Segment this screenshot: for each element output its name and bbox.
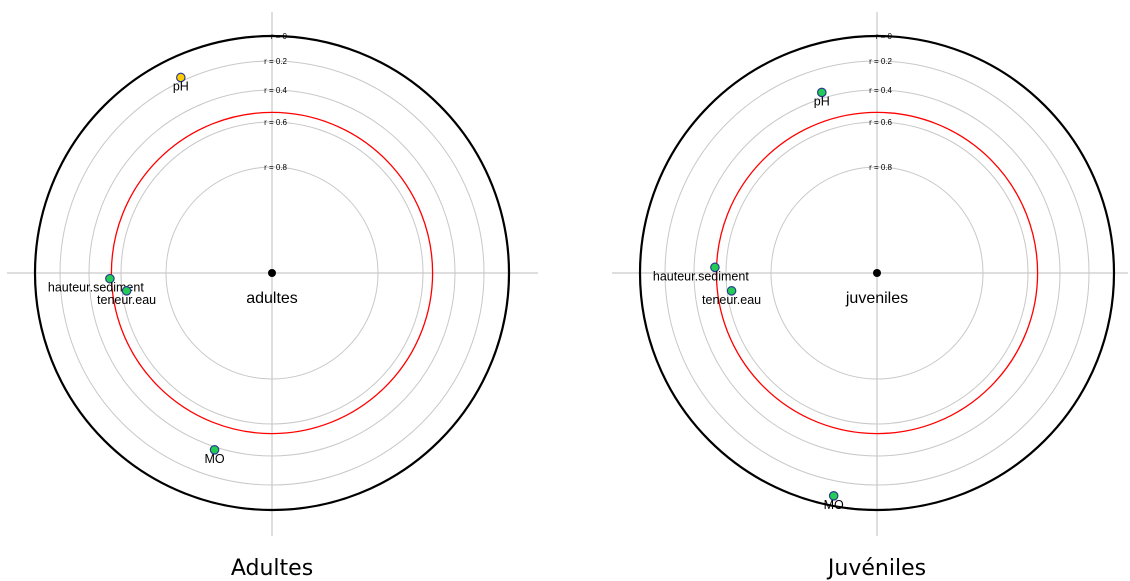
radial-tick-label: r = 0.2	[869, 57, 892, 66]
data-point	[817, 87, 827, 98]
radial-tick-label: r = 0.6	[869, 118, 892, 127]
grid-ring	[664, 60, 1090, 486]
point-label: hauteur.sediment	[653, 269, 749, 283]
grid-ring	[59, 60, 485, 486]
panel-title: Juvéniles	[826, 556, 926, 581]
data-point	[209, 445, 220, 455]
radial-tick-label: r = 0	[271, 32, 288, 41]
point-label: teneur.eau	[702, 293, 761, 307]
grid-ring	[88, 89, 456, 457]
data-point	[105, 273, 115, 284]
center-point	[873, 269, 881, 277]
outer-circle	[638, 34, 1116, 512]
center-label: adultes	[246, 290, 298, 307]
point-label: MO	[204, 452, 224, 466]
radial-tick-label: r = 0.8	[869, 163, 892, 172]
adultes-panel: r = 0 r = 0.2 r = 0.4 r = 0.6 r = 0.8 adultes…	[7, 12, 538, 581]
point-label: hauteur.sediment	[48, 281, 144, 295]
outer-circle	[33, 34, 511, 512]
grid-ring	[693, 89, 1061, 457]
center-point	[268, 269, 276, 277]
point-label: teneur.eau	[97, 293, 156, 307]
point-label: MO	[824, 498, 844, 512]
grid-ring	[165, 166, 379, 380]
data-point	[726, 286, 737, 296]
data-point	[176, 72, 186, 83]
data-point	[710, 262, 720, 273]
data-point	[828, 491, 839, 501]
grid-ring	[770, 166, 984, 380]
radial-tick-label: r = 0.6	[264, 118, 287, 127]
threshold-circle	[715, 111, 1039, 435]
grid-ring	[120, 121, 424, 425]
radial-tick-label: r = 0.2	[264, 57, 287, 66]
radial-tick-label: r = 0.4	[869, 86, 892, 95]
radial-tick-label: r = 0	[876, 32, 893, 41]
grid-ring	[725, 121, 1029, 425]
radial-tick-label: r = 0.8	[264, 163, 287, 172]
point-label: pH	[814, 94, 830, 108]
point-label: pH	[173, 79, 189, 93]
data-point	[121, 286, 132, 296]
center-label: juveniles	[845, 290, 908, 307]
panel-title: Adultes	[231, 556, 313, 581]
threshold-circle	[110, 111, 434, 435]
radial-tick-label: r = 0.4	[264, 86, 287, 95]
juveniles-panel: r = 0 r = 0.2 r = 0.4 r = 0.6 r = 0.8 juvenil…	[612, 12, 1128, 581]
